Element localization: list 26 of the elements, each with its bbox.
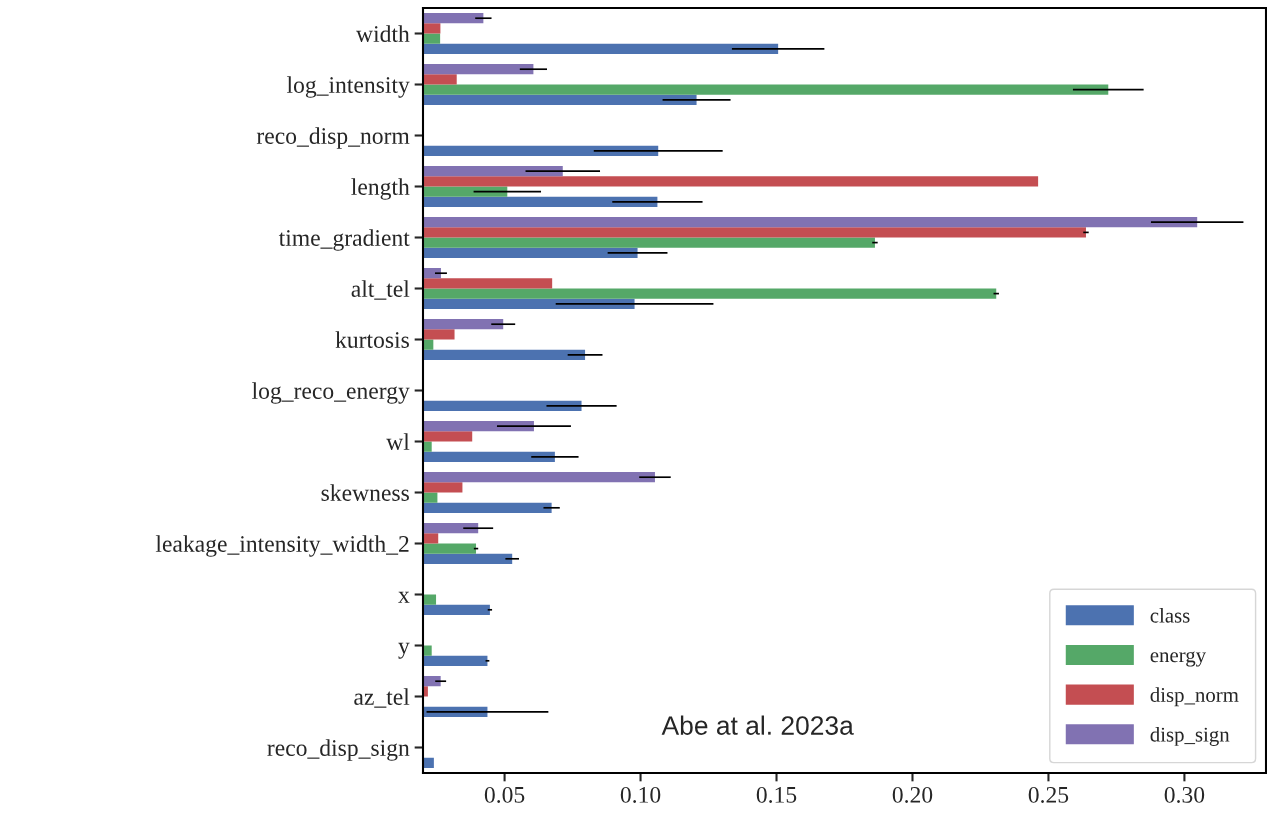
y-tick-label: skewness — [321, 484, 409, 501]
y-tick-label: leakage_intensity_width_2 — [155, 535, 409, 557]
legend-label: disp_norm — [1150, 687, 1239, 707]
y-tick-label: wl — [386, 433, 410, 450]
x-tick-label: 0.05 — [484, 786, 525, 803]
y-tick-label: kurtosis — [335, 331, 409, 348]
x-tick-label: 0.10 — [620, 786, 661, 803]
x-tick-label: 0.20 — [892, 786, 933, 803]
y-tick-label: length — [351, 178, 410, 200]
x-tick-label: 0.25 — [1028, 786, 1069, 803]
y-tick-label: reco_disp_sign — [267, 739, 410, 761]
y-tick-label: width — [356, 25, 410, 42]
y-tick-label: y — [398, 642, 410, 659]
y-tick-label: alt_tel — [351, 280, 410, 300]
annotation: Abe at al. 2023a — [661, 715, 854, 735]
y-tick-label: time_gradient — [278, 229, 410, 251]
x-tick-label: 0.15 — [756, 786, 797, 803]
y-tick-label: az_tel — [354, 688, 410, 708]
y-tick-label: reco_disp_norm — [256, 127, 410, 149]
y-tick-label: log_reco_energy — [252, 382, 410, 404]
y-tick-label: log_intensity — [286, 76, 410, 98]
legend-label: energy — [1150, 651, 1207, 667]
legend-label: class — [1150, 607, 1190, 623]
y-tick-label: x — [398, 591, 410, 603]
x-tick-label: 0.30 — [1164, 786, 1205, 803]
legend-label: disp_sign — [1150, 726, 1230, 746]
